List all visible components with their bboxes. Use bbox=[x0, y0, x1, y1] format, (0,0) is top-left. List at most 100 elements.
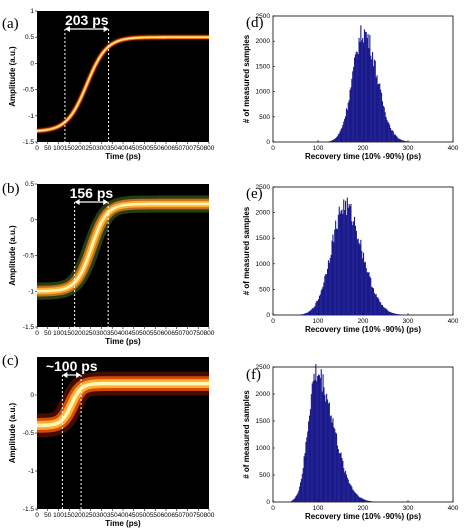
histogram-bar bbox=[372, 501, 374, 503]
histogram-bar bbox=[305, 313, 307, 315]
histogram-bar bbox=[314, 306, 316, 316]
histogram-bar bbox=[308, 311, 310, 316]
x-tick-label: 400 bbox=[118, 512, 129, 519]
y-tick-label: 0 bbox=[30, 60, 34, 67]
histogram-bar bbox=[364, 499, 366, 503]
y-tick-label: -1 bbox=[28, 113, 34, 120]
histogram-bar bbox=[319, 294, 321, 315]
histogram-bar bbox=[325, 401, 327, 503]
histogram-bar bbox=[335, 138, 337, 142]
histogram-bar bbox=[361, 498, 363, 502]
x-tick-label: 350 bbox=[107, 330, 118, 337]
histogram-bar bbox=[397, 137, 399, 142]
plot-area bbox=[272, 366, 454, 503]
histogram-bar bbox=[382, 306, 384, 315]
x-tick-label: 0 bbox=[271, 505, 275, 512]
x-tick-label: 50 bbox=[44, 330, 52, 337]
histogram-bar bbox=[345, 215, 347, 315]
histogram-bar bbox=[337, 449, 339, 502]
x-tick-label: 800 bbox=[204, 512, 215, 519]
histogram-bar bbox=[338, 453, 340, 503]
panel-label: (c) bbox=[2, 353, 19, 369]
histogram-bar bbox=[330, 140, 332, 143]
histogram-bar bbox=[317, 300, 319, 315]
histogram-bar bbox=[304, 313, 306, 316]
histogram-bar bbox=[381, 304, 383, 315]
x-tick-label: 400 bbox=[118, 330, 129, 337]
y-tick-label: -1.5 bbox=[23, 506, 35, 513]
histogram-bar bbox=[317, 376, 319, 503]
histogram-bar bbox=[300, 314, 302, 315]
histogram-bar bbox=[370, 55, 372, 143]
histogram-bar bbox=[343, 199, 345, 316]
histogram-bar bbox=[315, 302, 317, 315]
span-annotation: 156 ps bbox=[70, 185, 114, 201]
histogram-bar bbox=[341, 209, 343, 316]
panel-d: (d) 0 100 200 300 400 0 500 1000 1500 2000 2500 Reco… bbox=[242, 13, 459, 161]
panel-b: (b) 156 ps 0 50 100 150 200 250 300 350 400 450 500 5… bbox=[2, 181, 215, 346]
histogram-bar bbox=[392, 131, 394, 142]
histogram-bar bbox=[313, 373, 315, 503]
histogram-bar bbox=[292, 499, 294, 502]
x-tick-label: 400 bbox=[448, 505, 459, 512]
histogram-bar bbox=[318, 295, 320, 316]
histogram-bar bbox=[339, 213, 341, 316]
x-tick-label: 450 bbox=[128, 330, 139, 337]
histogram-bar bbox=[361, 40, 363, 143]
trace-core bbox=[36, 381, 209, 428]
histogram-bar bbox=[320, 369, 322, 502]
histogram-bar bbox=[364, 261, 366, 315]
histogram-bar bbox=[376, 297, 378, 315]
histogram-bar bbox=[356, 52, 358, 143]
histogram-bar bbox=[300, 314, 302, 315]
histogram-bar bbox=[336, 228, 338, 316]
x-tick-label: 100 bbox=[53, 512, 64, 519]
x-tick-label: 0 bbox=[35, 512, 39, 519]
histogram-bar bbox=[328, 141, 330, 143]
x-tick-label: 650 bbox=[171, 512, 182, 519]
histogram-bar bbox=[372, 66, 374, 142]
histogram-bar bbox=[402, 140, 404, 143]
histogram-bar bbox=[357, 54, 359, 142]
histogram-bar bbox=[362, 498, 364, 502]
histogram-bar bbox=[336, 433, 338, 502]
span-annotation: ~100 ps bbox=[46, 358, 98, 374]
histogram-bar bbox=[381, 92, 383, 142]
histogram-bar bbox=[349, 206, 351, 315]
x-axis-label: Recovery time (10% -90%) (ps) bbox=[305, 152, 421, 161]
histogram-bar bbox=[399, 139, 401, 142]
histogram-bar bbox=[371, 286, 373, 315]
x-tick-label: 700 bbox=[182, 512, 193, 519]
histogram-bar bbox=[303, 313, 305, 316]
histogram-bar bbox=[309, 310, 311, 315]
x-tick-label: 100 bbox=[53, 330, 64, 337]
histogram-bar bbox=[308, 421, 310, 503]
histogram-bar bbox=[329, 416, 331, 502]
histogram-bar bbox=[363, 252, 365, 315]
histogram-bar bbox=[355, 230, 357, 315]
y-axis-label: # of measured samples bbox=[242, 390, 251, 479]
histogram-bar bbox=[360, 239, 362, 316]
histogram-bar bbox=[389, 124, 391, 143]
histogram-bar bbox=[386, 119, 388, 142]
histogram-bar bbox=[327, 399, 329, 503]
histogram-bar bbox=[339, 131, 341, 142]
histogram-bar bbox=[355, 493, 357, 503]
histogram-bar bbox=[313, 307, 315, 315]
x-tick-label: 300 bbox=[96, 330, 107, 337]
x-tick-label: 200 bbox=[358, 145, 369, 152]
y-axis-label: Amplitude (a.u.) bbox=[8, 225, 17, 286]
histogram-bar bbox=[294, 497, 296, 502]
histogram-bar bbox=[363, 499, 365, 502]
span-arrowhead-right bbox=[103, 199, 109, 205]
y-tick-label: 1 bbox=[30, 8, 34, 15]
x-tick-label: 0 bbox=[271, 145, 275, 152]
histogram-bar bbox=[384, 308, 386, 316]
x-tick-label: 550 bbox=[150, 512, 161, 519]
histogram-bar bbox=[400, 139, 402, 142]
histogram-bar bbox=[327, 403, 329, 502]
x-axis-label: Recovery time (10% -90%) (ps) bbox=[305, 325, 421, 334]
histogram-bar bbox=[328, 402, 330, 503]
histogram-bar bbox=[324, 394, 326, 502]
